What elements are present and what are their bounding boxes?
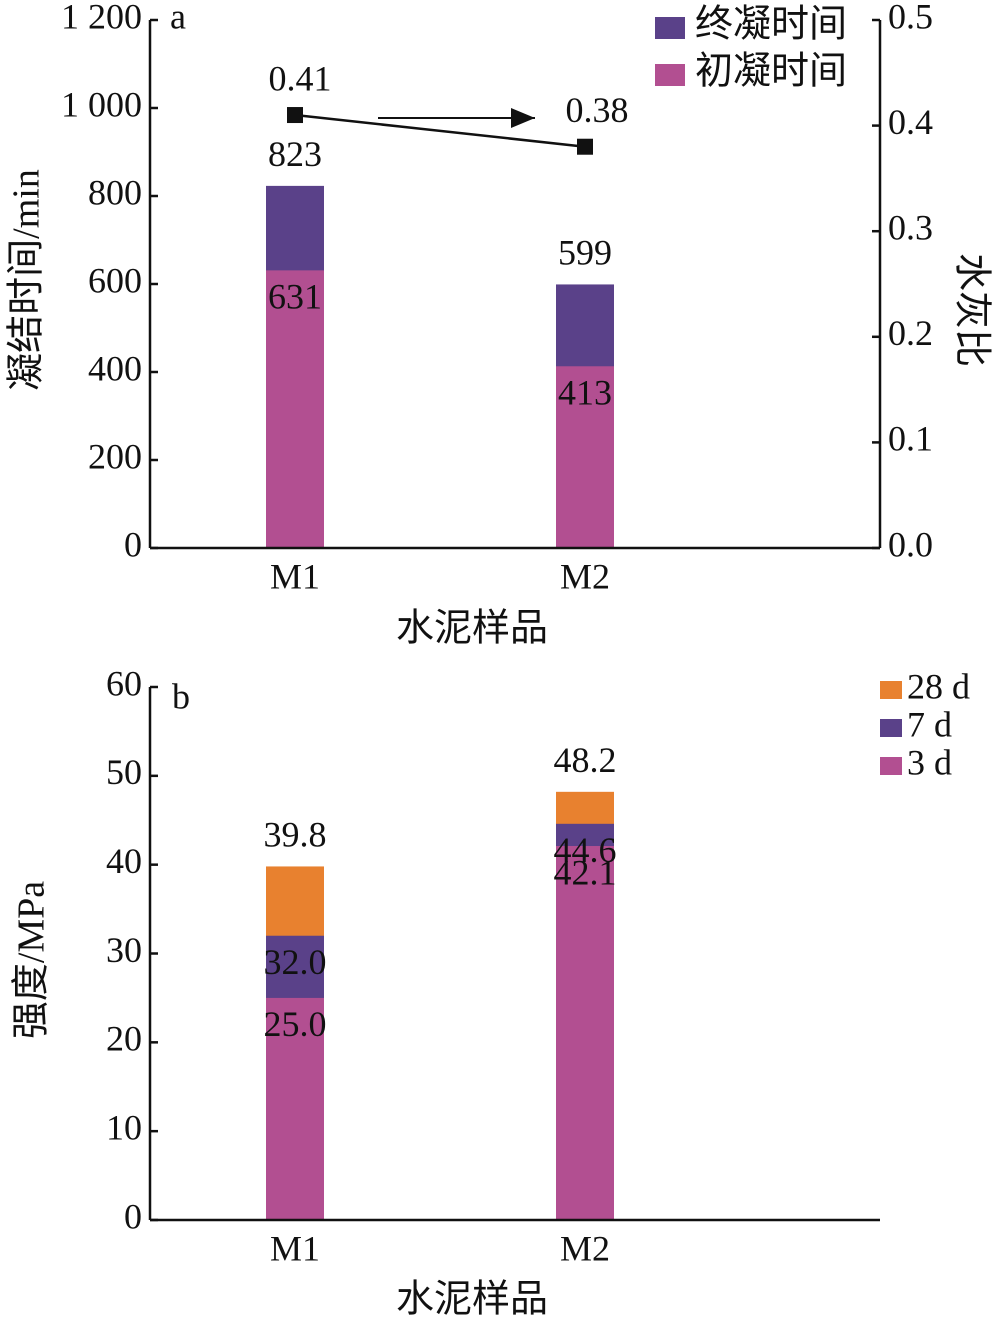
value-label: 823 xyxy=(268,134,322,174)
value-label: 42.1 xyxy=(554,852,617,892)
x-tick-label: M2 xyxy=(560,1228,610,1268)
bar xyxy=(556,366,614,548)
y-tick-label: 40 xyxy=(106,841,142,881)
y-axis-label: 强度/MPa xyxy=(11,881,53,1039)
bar xyxy=(266,997,324,1220)
x-tick-label: M1 xyxy=(270,556,320,596)
legend-label: 7 d xyxy=(907,704,952,744)
x-axis-label: 水泥样品 xyxy=(396,608,548,650)
y2-tick-label: 0.3 xyxy=(888,207,933,247)
panel-label: b xyxy=(172,676,190,716)
panel-label: a xyxy=(170,0,186,36)
y-tick-label: 1 200 xyxy=(61,0,142,36)
value-label: 39.8 xyxy=(264,815,327,855)
point xyxy=(577,138,593,155)
value-label: 413 xyxy=(558,373,612,413)
legend-label: 28 d xyxy=(907,666,970,706)
legend-swatch xyxy=(655,17,685,39)
x-tick-label: M1 xyxy=(270,1228,320,1268)
y2-tick-label: 0.4 xyxy=(888,102,933,142)
y2-tick-label: 0.2 xyxy=(888,313,933,353)
legend-swatch xyxy=(880,681,902,699)
y-tick-label: 20 xyxy=(106,1019,142,1059)
y-tick-label: 600 xyxy=(88,260,142,300)
line xyxy=(294,113,586,148)
legend-label: 初凝时间 xyxy=(695,51,847,93)
y-tick-label: 200 xyxy=(88,436,142,476)
y-tick-label: 60 xyxy=(106,663,142,703)
value-label: 48.2 xyxy=(554,740,617,780)
legend-swatch xyxy=(655,64,685,86)
bar xyxy=(266,270,324,548)
y-tick-label: 0 xyxy=(124,524,142,564)
y-tick-label: 1 000 xyxy=(61,84,142,124)
value-label: 599 xyxy=(558,233,612,273)
y-tick-label: 400 xyxy=(88,348,142,388)
bar xyxy=(556,846,614,1220)
value-label: 32.0 xyxy=(264,942,327,982)
y-axis-label: 凝结时间/min xyxy=(6,169,48,391)
legend-label: 3 d xyxy=(907,742,952,782)
y-tick-label: 50 xyxy=(106,752,142,792)
legend-swatch xyxy=(880,757,902,775)
y-tick-label: 10 xyxy=(106,1107,142,1147)
value-label: 0.41 xyxy=(269,58,332,98)
y-tick-label: 30 xyxy=(106,930,142,970)
value-label: 0.38 xyxy=(566,90,629,130)
x-tick-label: M2 xyxy=(560,556,610,596)
legend-swatch xyxy=(880,719,902,737)
y2-tick-label: 0.0 xyxy=(888,524,933,564)
legend-label: 终凝时间 xyxy=(695,4,847,46)
x-axis-label: 水泥样品 xyxy=(396,1279,548,1321)
value-label: 25.0 xyxy=(264,1004,327,1044)
value-label: 631 xyxy=(268,277,322,317)
y2-axis-label: 水灰比 xyxy=(950,253,992,367)
y2-tick-label: 0.5 xyxy=(888,0,933,36)
y-tick-label: 800 xyxy=(88,172,142,212)
y2-tick-label: 0.1 xyxy=(888,419,933,459)
point xyxy=(287,107,303,124)
y-tick-label: 0 xyxy=(124,1196,142,1236)
value-label: 44.6 xyxy=(554,830,617,870)
